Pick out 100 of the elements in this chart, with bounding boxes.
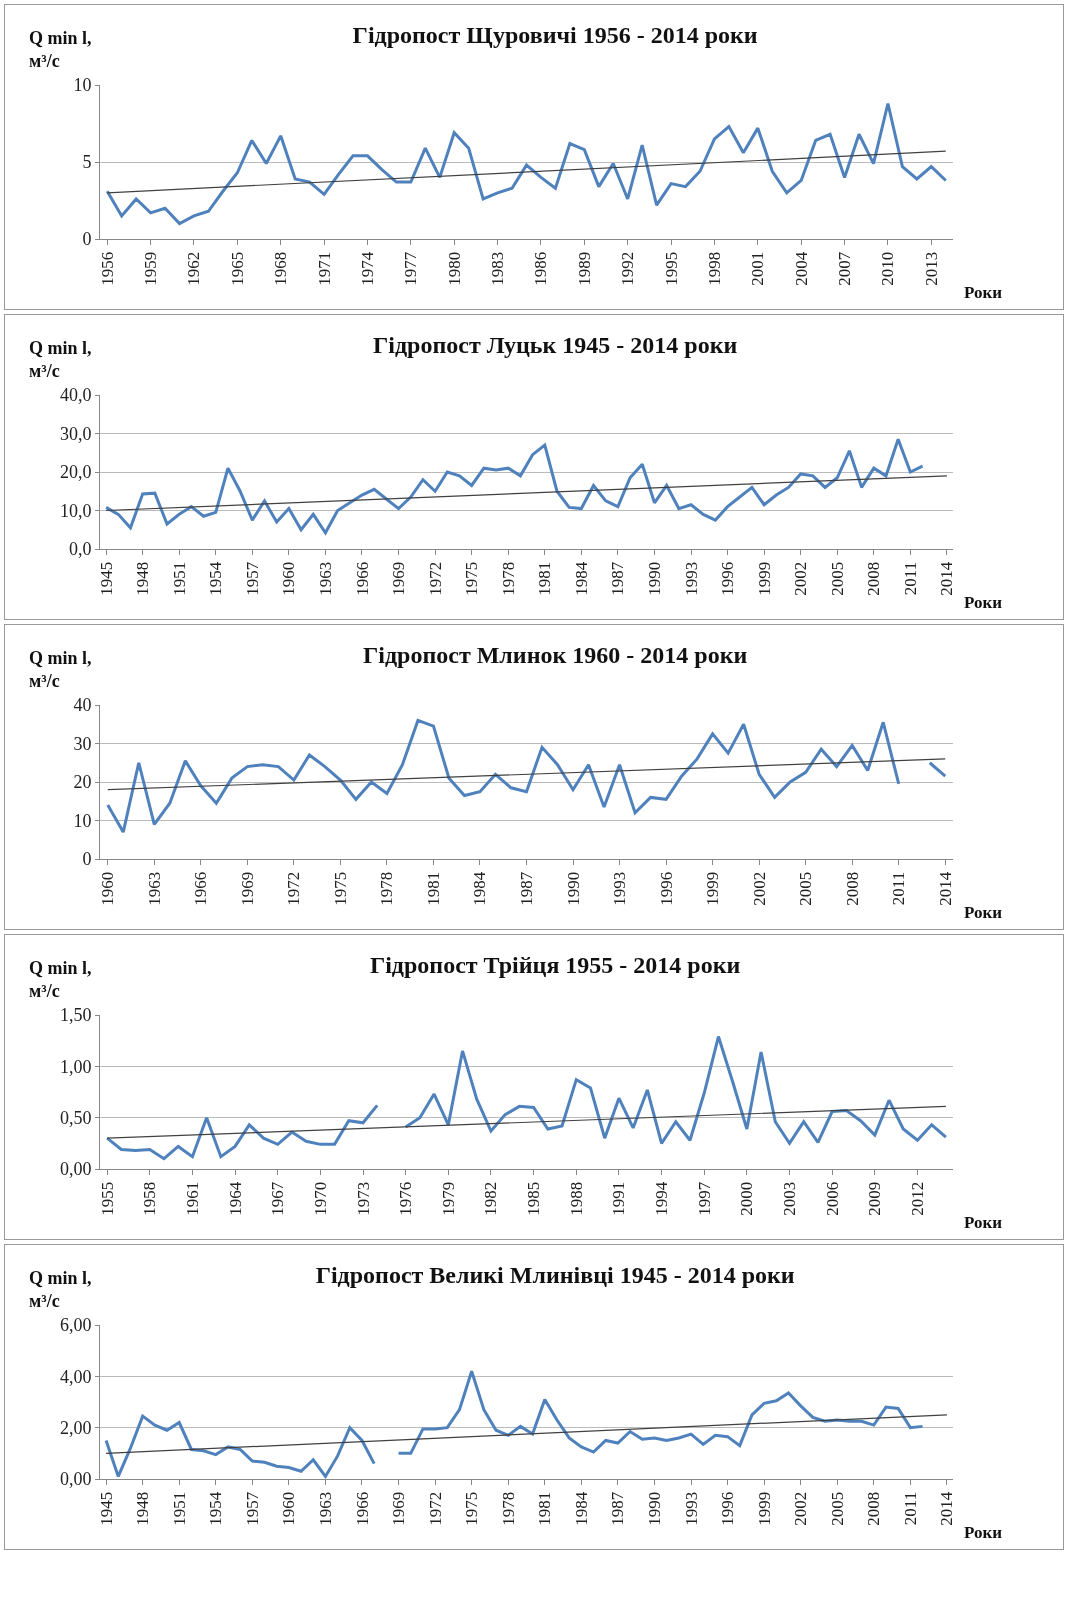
x-tick-label: 2008 bbox=[842, 871, 862, 906]
x-tick-label: 2013 bbox=[921, 251, 941, 286]
chart-title: Гідропост Великі Млинівці 1945 - 2014 роки bbox=[315, 1262, 795, 1289]
x-tick-label: 1961 bbox=[182, 1181, 202, 1216]
x-tick-label: 1993 bbox=[681, 561, 701, 596]
x-tick-label: 1982 bbox=[481, 1181, 501, 1216]
x-tick-label: 1975 bbox=[330, 871, 350, 906]
x-tick-label: 1985 bbox=[524, 1181, 544, 1216]
x-tick-label: 2014 bbox=[935, 871, 955, 906]
y-axis-title: Q min l, м³/с bbox=[29, 958, 92, 1002]
x-tick-label: 1991 bbox=[609, 1181, 629, 1216]
x-tick-label: 1964 bbox=[225, 1181, 245, 1216]
x-tick-label: 1996 bbox=[718, 561, 738, 596]
x-tick-label: 1963 bbox=[315, 561, 335, 596]
y-tick-label: 0,00 bbox=[59, 1159, 92, 1180]
y-tick-label: 0,50 bbox=[59, 1107, 92, 1128]
y-tick-label: 20,0 bbox=[59, 462, 92, 483]
x-tick-label: 2011 bbox=[900, 561, 920, 596]
y-axis-title: Q min l, м³/с bbox=[29, 338, 92, 382]
x-tick-label: 1981 bbox=[535, 561, 555, 596]
x-tick-label: 1972 bbox=[284, 871, 304, 906]
x-tick-label: 1967 bbox=[268, 1181, 288, 1216]
x-tick-label: 1997 bbox=[694, 1181, 714, 1216]
x-tick-label: 1984 bbox=[470, 871, 490, 906]
x-tick-label: 1996 bbox=[718, 1491, 738, 1526]
y-tick-label: 0,00 bbox=[59, 1469, 92, 1490]
y-tick-label: 1,00 bbox=[59, 1056, 92, 1077]
x-tick-label: 1963 bbox=[315, 1491, 335, 1526]
x-tick-label: 1959 bbox=[141, 251, 161, 286]
y-tick-label: 10 bbox=[73, 75, 92, 96]
x-tick-label: 1954 bbox=[206, 561, 226, 596]
x-tick-label: 1972 bbox=[425, 561, 445, 596]
x-axis-title: Роки bbox=[964, 1523, 1003, 1542]
x-tick-label: 1965 bbox=[227, 251, 247, 286]
y-tick-label: 4,00 bbox=[59, 1366, 92, 1387]
x-tick-label: 2012 bbox=[907, 1181, 927, 1216]
x-tick-label: 1970 bbox=[310, 1181, 330, 1216]
y-axis-title: Q min l, м³/с bbox=[29, 648, 92, 692]
x-tick-label: 2002 bbox=[749, 871, 769, 906]
x-tick-label: 1983 bbox=[488, 251, 508, 286]
x-tick-label: 2011 bbox=[889, 871, 909, 906]
x-tick-label: 1999 bbox=[703, 871, 723, 906]
x-tick-label: 2004 bbox=[791, 251, 811, 286]
x-tick-label: 2008 bbox=[864, 1491, 884, 1526]
x-tick-label: 1954 bbox=[206, 1491, 226, 1526]
y-tick-label: 6,00 bbox=[59, 1315, 92, 1336]
x-tick-label: 1995 bbox=[661, 251, 681, 286]
x-tick-label: 1975 bbox=[462, 1491, 482, 1526]
x-tick-label: 1996 bbox=[656, 871, 676, 906]
x-tick-label: 2014 bbox=[937, 1491, 957, 1526]
line-series bbox=[105, 101, 948, 226]
x-tick-label: 1999 bbox=[754, 561, 774, 596]
x-tick-label: 1993 bbox=[610, 871, 630, 906]
x-tick-label: 1966 bbox=[352, 561, 372, 596]
chart-title: Гідропост Луцьк 1945 - 2014 роки bbox=[373, 332, 738, 359]
x-tick-label: 1960 bbox=[279, 561, 299, 596]
x-tick-label: 2002 bbox=[791, 1491, 811, 1526]
chart-title: Гідропост Щуровичі 1956 - 2014 роки bbox=[352, 22, 758, 49]
x-axis-title: Роки bbox=[964, 593, 1003, 612]
x-tick-label: 2009 bbox=[865, 1181, 885, 1216]
x-tick-label: 1986 bbox=[531, 251, 551, 286]
x-tick-label: 1966 bbox=[352, 1491, 372, 1526]
x-tick-label: 2006 bbox=[822, 1181, 842, 1216]
x-tick-label: 1984 bbox=[571, 1491, 591, 1526]
line-series bbox=[104, 437, 925, 535]
x-tick-label: 1987 bbox=[608, 561, 628, 596]
x-tick-label: 1951 bbox=[169, 561, 189, 596]
x-tick-label: 1990 bbox=[644, 1491, 664, 1526]
x-tick-label: 1971 bbox=[314, 251, 334, 286]
x-tick-label: 1948 bbox=[133, 1491, 153, 1526]
x-tick-label: 1969 bbox=[237, 871, 257, 906]
y-tick-label: 0 bbox=[82, 849, 92, 870]
x-axis-title: Роки bbox=[964, 903, 1003, 922]
x-tick-label: 2005 bbox=[827, 561, 847, 596]
x-tick-label: 1974 bbox=[357, 251, 377, 286]
x-tick-label: 1975 bbox=[462, 561, 482, 596]
x-tick-label: 1963 bbox=[144, 871, 164, 906]
x-tick-label: 1990 bbox=[644, 561, 664, 596]
x-tick-label: 2011 bbox=[900, 1491, 920, 1526]
y-tick-label: 0 bbox=[82, 229, 92, 250]
x-tick-label: 1957 bbox=[242, 561, 262, 596]
x-tick-label: 1956 bbox=[97, 251, 117, 286]
y-tick-label: 40 bbox=[73, 695, 92, 716]
y-tick-label: 10 bbox=[73, 810, 92, 831]
x-tick-label: 2003 bbox=[780, 1181, 800, 1216]
x-tick-label: 1973 bbox=[353, 1181, 373, 1216]
x-tick-label: 1968 bbox=[271, 251, 291, 286]
x-tick-label: 1981 bbox=[535, 1491, 555, 1526]
x-tick-label: 1978 bbox=[498, 1491, 518, 1526]
x-tick-label: 1981 bbox=[423, 871, 443, 906]
x-tick-label: 1979 bbox=[438, 1181, 458, 1216]
y-tick-label: 5 bbox=[82, 152, 92, 173]
y-tick-label: 0,0 bbox=[68, 539, 92, 560]
x-tick-label: 1958 bbox=[140, 1181, 160, 1216]
x-tick-label: 1951 bbox=[169, 1491, 189, 1526]
x-tick-label: 1966 bbox=[191, 871, 211, 906]
x-tick-label: 1960 bbox=[98, 871, 118, 906]
x-tick-label: 1993 bbox=[681, 1491, 701, 1526]
y-tick-label: 40,0 bbox=[59, 385, 92, 406]
x-tick-label: 1992 bbox=[618, 251, 638, 286]
